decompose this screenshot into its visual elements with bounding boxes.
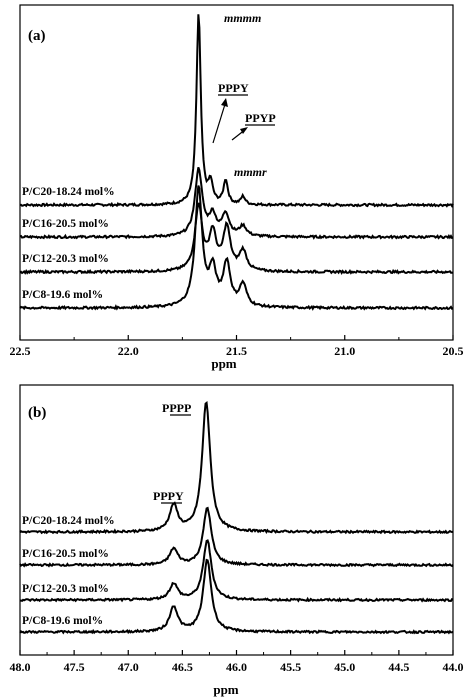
- spectrum-c20: [19, 14, 454, 208]
- annotation-mmmm: mmmm: [224, 11, 261, 25]
- panel-b-xlabel: ppm: [213, 682, 238, 697]
- x-tick-label: 45.5: [280, 660, 301, 674]
- annotation-pppy-b: PPPY: [153, 489, 184, 503]
- panel-b-x-axis: 48.0 47.5 47.0 46.5 46.0 45.5 45.0 44.5 44.0: [10, 650, 464, 674]
- panel-b-spectra: [19, 401, 454, 635]
- spectrum-c12: [19, 539, 454, 603]
- series-label-c8: P/C8-19.6 mol%: [22, 289, 103, 301]
- x-tick-label: 44.0: [443, 660, 464, 674]
- x-tick-label: 21.5: [226, 344, 247, 358]
- x-tick-label: 47.0: [118, 660, 139, 674]
- spectrum-c8: [19, 185, 454, 311]
- x-tick-label: 47.5: [64, 660, 85, 674]
- panel-b: (b) 48.0 47.5 47.0 46.5 46.0 45.5 45.0 44.5 44.0…: [10, 384, 464, 697]
- annotation-pppp: PPPP: [162, 401, 191, 415]
- panel-a-spectra: [19, 14, 454, 311]
- panel-b-series-labels: P/C20-18.24 mol% P/C16-20.5 mol% P/C12-20.…: [22, 515, 115, 627]
- x-tick-label: 44.5: [388, 660, 409, 674]
- x-tick-label: 45.0: [334, 660, 355, 674]
- x-tick-label: 46.0: [226, 660, 247, 674]
- spectrum-c20: [19, 401, 454, 535]
- series-label-c8: P/C8-19.6 mol%: [22, 615, 103, 627]
- spectrum-c16: [19, 506, 454, 568]
- panel-b-label: (b): [28, 405, 46, 421]
- x-tick-label: 46.5: [172, 660, 193, 674]
- series-label-c20: P/C20-18.24 mol%: [22, 186, 115, 198]
- x-tick-label: 22.5: [10, 344, 31, 358]
- panel-a: (a) 22.5 22.0 21.5 21.0 20.5 ppm P/C20-18.24…: [10, 4, 464, 371]
- panel-a-label: (a): [28, 28, 46, 44]
- annotation-mmmr: mmmr: [234, 165, 267, 179]
- series-label-c16: P/C16-20.5 mol%: [22, 548, 109, 560]
- x-tick-label: 20.5: [443, 344, 464, 358]
- panel-a-series-labels: P/C20-18.24 mol% P/C16-20.5 mol% P/C12-20.…: [22, 186, 115, 301]
- spectrum-c12: [19, 202, 454, 275]
- series-label-c12: P/C12-20.3 mol%: [22, 253, 109, 265]
- annotation-ppyp: PPYP: [245, 111, 276, 125]
- series-label-c16: P/C16-20.5 mol%: [22, 218, 109, 230]
- panel-a-xlabel: ppm: [211, 356, 236, 371]
- spectrum-c16: [19, 166, 454, 240]
- series-label-c20: P/C20-18.24 mol%: [22, 515, 115, 527]
- annotation-ppyp-arrowhead: [240, 127, 248, 134]
- x-tick-label: 22.0: [118, 344, 139, 358]
- panel-a-x-axis: 22.5 22.0 21.5 21.0 20.5: [10, 335, 464, 358]
- annotation-pppy-a: PPPY: [218, 81, 249, 95]
- x-tick-label: 48.0: [10, 660, 31, 674]
- annotation-pppy-a-arrowhead: [221, 98, 228, 107]
- x-tick-label: 21.0: [334, 344, 355, 358]
- annotation-pppy-a-arrow: [212, 100, 227, 144]
- spectrum-c8: [19, 558, 454, 635]
- series-label-c12: P/C12-20.3 mol%: [22, 583, 109, 595]
